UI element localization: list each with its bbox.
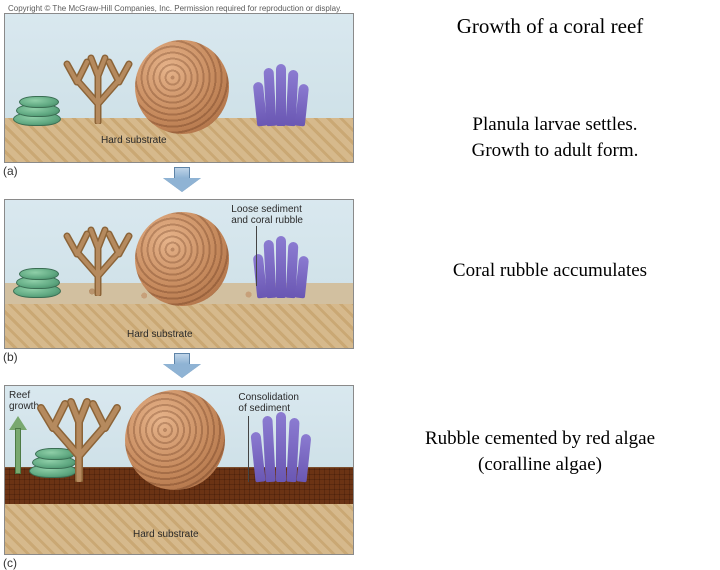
panel-label-c: (c) [3, 556, 17, 570]
panel-label-b: (b) [3, 350, 18, 364]
caption-a: Planula larvae settles. Growth to adult … [400, 112, 710, 163]
brain-coral-c [125, 390, 225, 490]
caption-c: Rubble cemented by red algae (coralline … [370, 426, 710, 477]
label-hard-substrate-c: Hard substrate [133, 529, 199, 540]
branch-coral-b [59, 224, 137, 296]
plate-coral-a [13, 92, 63, 128]
plate-coral-b [13, 264, 63, 300]
tube-coral-b [255, 234, 311, 298]
branch-coral-a [59, 52, 137, 124]
brain-coral-b [135, 212, 229, 306]
panel-label-a: (a) [3, 164, 18, 178]
substrate-b [5, 304, 353, 348]
label-hard-substrate-b: Hard substrate [127, 329, 193, 340]
panel-c: Reef growth [4, 385, 354, 555]
arrow-b-to-c [159, 353, 205, 379]
branch-coral-c [33, 396, 125, 482]
pointer-loose-sediment [256, 226, 257, 286]
reef-growth-arrow [11, 414, 25, 474]
figure-column: Copyright © The McGraw-Hill Companies, I… [0, 0, 360, 540]
arrow-a-to-b [159, 167, 205, 193]
caption-column: Growth of a coral reef Planula larvae se… [360, 0, 720, 540]
panel-a: Hard substrate (a) [4, 13, 354, 163]
label-loose-sediment: Loose sediment and coral rubble [231, 204, 303, 226]
panel-b: Loose sediment and coral rubble Hard sub… [4, 199, 354, 349]
pointer-consolidation [248, 416, 249, 482]
tube-coral-c [253, 410, 313, 482]
label-consolidation: Consolidation of sediment [238, 392, 299, 414]
page: Copyright © The McGraw-Hill Companies, I… [0, 0, 720, 540]
copyright-text: Copyright © The McGraw-Hill Companies, I… [4, 4, 360, 13]
figure-title: Growth of a coral reef [390, 14, 710, 39]
label-hard-substrate-a: Hard substrate [101, 135, 167, 146]
tube-coral-a [255, 62, 311, 126]
brain-coral-a [135, 40, 229, 134]
caption-b: Coral rubble accumulates [390, 260, 710, 282]
